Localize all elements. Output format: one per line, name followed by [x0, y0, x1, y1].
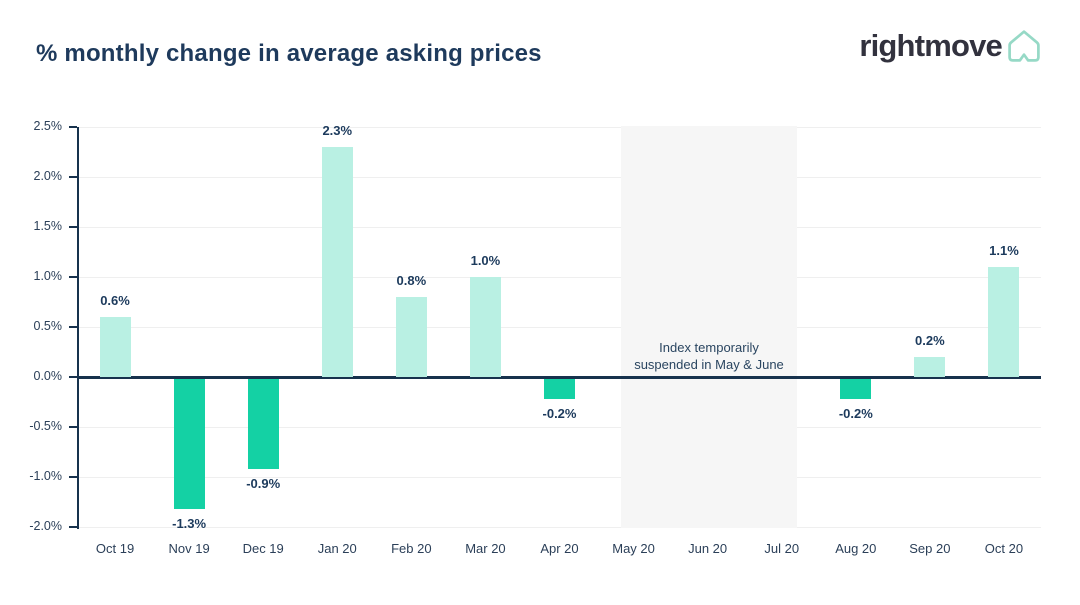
- bar-sep-20: [914, 357, 946, 377]
- x-axis-label-feb-20: Feb 20: [391, 541, 432, 556]
- gridline: [78, 527, 1041, 528]
- x-axis-label-may-20: May 20: [612, 541, 655, 556]
- y-axis-tick-label: -1.0%: [29, 469, 62, 483]
- y-axis-tick-label: 0.5%: [33, 319, 63, 333]
- y-axis-line: [77, 127, 79, 529]
- x-axis-label-apr-20: Apr 20: [540, 541, 579, 556]
- bar-value-label: 1.1%: [989, 243, 1019, 258]
- gridline: [78, 177, 1041, 178]
- y-axis-tick-label: 2.0%: [33, 169, 63, 183]
- x-axis-label-oct-20: Oct 20: [984, 541, 1024, 556]
- index-suspension-band: [621, 126, 797, 528]
- y-axis-tick: [69, 476, 77, 478]
- bar-dec-19: [247, 379, 279, 469]
- suspension-annotation: Index temporarily suspended in May & June: [589, 339, 829, 373]
- bar-value-label: -0.2%: [542, 406, 577, 421]
- bar-value-label: -1.3%: [172, 516, 207, 531]
- y-axis-tick: [69, 526, 77, 528]
- x-axis-label-mar-20: Mar 20: [465, 541, 506, 556]
- bar-aug-20: [840, 379, 872, 399]
- suspension-annotation-line2: suspended in May & June: [634, 357, 784, 372]
- y-axis-tick-label: -0.5%: [29, 419, 62, 433]
- x-axis-label-dec-19: Dec 19: [242, 541, 284, 556]
- bar-value-label: 0.2%: [915, 333, 945, 348]
- y-axis-tick: [69, 326, 77, 328]
- bar-value-label: -0.2%: [838, 406, 873, 421]
- rightmove-logo: rightmove: [859, 26, 1042, 66]
- bar-feb-20: [395, 297, 427, 377]
- y-axis-tick: [69, 426, 77, 428]
- x-axis-label-sep-20: Sep 20: [909, 541, 951, 556]
- y-axis-tick: [69, 276, 77, 278]
- x-axis-label-aug-20: Aug 20: [835, 541, 877, 556]
- bar-oct-20: [988, 267, 1020, 377]
- x-axis-label-nov-19: Nov 19: [168, 541, 210, 556]
- bar-value-label: 0.6%: [100, 293, 130, 308]
- gridline: [78, 477, 1041, 478]
- gridline: [78, 127, 1041, 128]
- y-axis-tick-label: 0.0%: [33, 369, 63, 383]
- page-title: % monthly change in average asking price…: [36, 40, 542, 67]
- x-axis-label-oct-19: Oct 19: [95, 541, 135, 556]
- gridline: [78, 427, 1041, 428]
- y-axis-tick-label: -2.0%: [29, 519, 62, 533]
- bar-nov-19: [173, 379, 205, 509]
- bar-value-label: -0.9%: [246, 476, 281, 491]
- y-axis-tick-label: 2.5%: [33, 119, 63, 133]
- bar-value-label: 1.0%: [470, 253, 501, 268]
- x-axis-label-jun-20: Jun 20: [688, 541, 728, 556]
- bar-mar-20: [469, 277, 501, 377]
- bar-value-label: 2.3%: [322, 123, 353, 138]
- suspension-annotation-line1: Index temporarily: [659, 340, 759, 355]
- y-axis-tick-label: 1.0%: [33, 269, 63, 283]
- gridline: [78, 327, 1041, 328]
- bar-apr-20: [544, 379, 575, 399]
- y-axis-tick: [69, 376, 77, 378]
- gridline: [78, 227, 1041, 228]
- bar-jan-20: [321, 147, 353, 377]
- y-axis-tick: [69, 126, 77, 128]
- gridline: [78, 277, 1041, 278]
- house-outline-icon: [1006, 27, 1042, 65]
- y-axis-tick-label: 1.5%: [33, 219, 63, 233]
- y-axis-tick: [69, 176, 77, 178]
- y-axis-tick: [69, 226, 77, 228]
- x-axis-label-jan-20: Jan 20: [317, 541, 357, 556]
- bar-oct-19: [99, 317, 131, 377]
- zero-axis-line: [78, 376, 1041, 379]
- rightmove-logo-text: rightmove: [859, 28, 1002, 63]
- bar-value-label: 0.8%: [396, 273, 427, 288]
- x-axis-label-jul-20: Jul 20: [764, 541, 800, 556]
